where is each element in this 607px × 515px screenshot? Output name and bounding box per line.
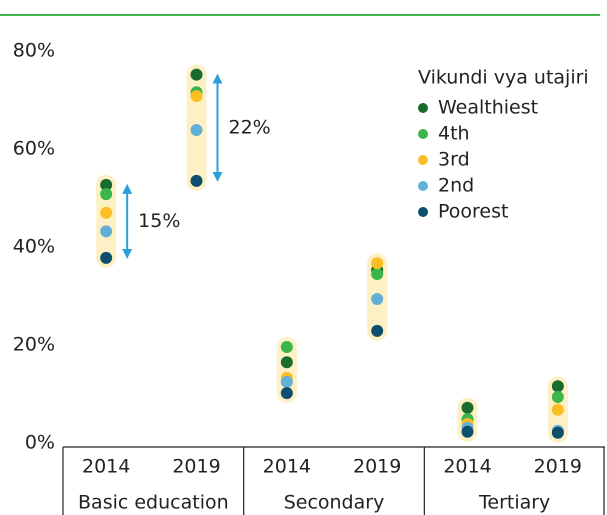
legend-label: Wealthiest bbox=[438, 97, 538, 119]
legend-swatch bbox=[418, 181, 428, 191]
legend-swatch bbox=[418, 103, 428, 113]
legend-label: 4th bbox=[438, 123, 470, 145]
dot bbox=[280, 387, 293, 400]
group-label: Secondary bbox=[284, 492, 385, 514]
y-tick-label: 40% bbox=[13, 236, 55, 258]
dot bbox=[551, 391, 564, 404]
y-tick-label: 80% bbox=[13, 40, 55, 62]
dot bbox=[551, 426, 564, 439]
group-label: Basic education bbox=[78, 492, 229, 514]
legend-title: Vikundi vya utajiri bbox=[418, 67, 589, 89]
y-tick-label: 20% bbox=[13, 334, 55, 356]
x-tick-label: 2014 bbox=[443, 456, 491, 478]
x-tick-label: 2019 bbox=[172, 456, 220, 478]
dot bbox=[100, 188, 113, 201]
annotation-label: 15% bbox=[138, 210, 180, 232]
legend-label: Poorest bbox=[438, 201, 508, 223]
x-tick-label: 2014 bbox=[82, 456, 130, 478]
dot bbox=[280, 375, 293, 388]
dot bbox=[100, 206, 113, 219]
x-tick-label: 2014 bbox=[263, 456, 311, 478]
dot bbox=[371, 268, 384, 281]
y-tick-label: 0% bbox=[25, 432, 55, 454]
dot bbox=[461, 401, 474, 414]
x-tick-label: 2019 bbox=[353, 456, 401, 478]
legend-swatch bbox=[418, 207, 428, 217]
dot bbox=[371, 257, 384, 270]
dot bbox=[190, 90, 203, 103]
dot bbox=[100, 178, 113, 191]
dot bbox=[190, 123, 203, 136]
legend-swatch bbox=[418, 129, 428, 139]
dot bbox=[551, 380, 564, 393]
dot bbox=[461, 425, 474, 438]
dot bbox=[371, 293, 384, 306]
group-label: Tertiary bbox=[478, 492, 550, 514]
dot bbox=[551, 403, 564, 416]
dot bbox=[100, 251, 113, 264]
dot bbox=[100, 225, 113, 238]
legend-swatch bbox=[418, 155, 428, 165]
dot bbox=[190, 68, 203, 81]
dot bbox=[280, 341, 293, 354]
range-band bbox=[276, 337, 297, 404]
dot bbox=[280, 356, 293, 369]
dot bbox=[371, 324, 384, 337]
annotation-label: 22% bbox=[229, 116, 271, 138]
y-tick-label: 60% bbox=[13, 138, 55, 160]
dot bbox=[190, 174, 203, 187]
legend-label: 3rd bbox=[438, 149, 470, 171]
legend-label: 2nd bbox=[438, 175, 474, 197]
range-band bbox=[96, 174, 117, 268]
x-tick-label: 2019 bbox=[534, 456, 582, 478]
